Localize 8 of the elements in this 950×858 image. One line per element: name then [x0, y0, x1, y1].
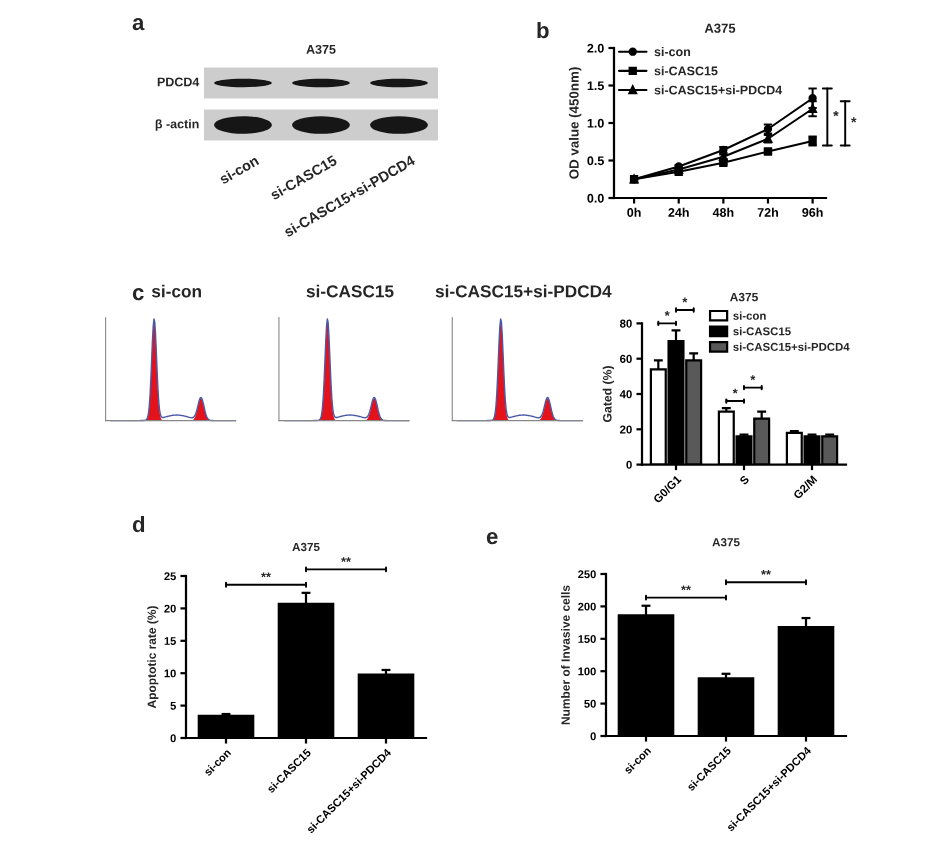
text: c — [132, 288, 144, 301]
category-label: si-con — [151, 284, 201, 298]
text: e — [486, 532, 498, 545]
text: b — [537, 21, 549, 39]
category-label: si-CASC15 — [306, 284, 394, 298]
text: d — [132, 515, 145, 533]
text: a — [132, 18, 145, 31]
category-label: si-CASC15+si-PDCD4 — [435, 284, 612, 298]
